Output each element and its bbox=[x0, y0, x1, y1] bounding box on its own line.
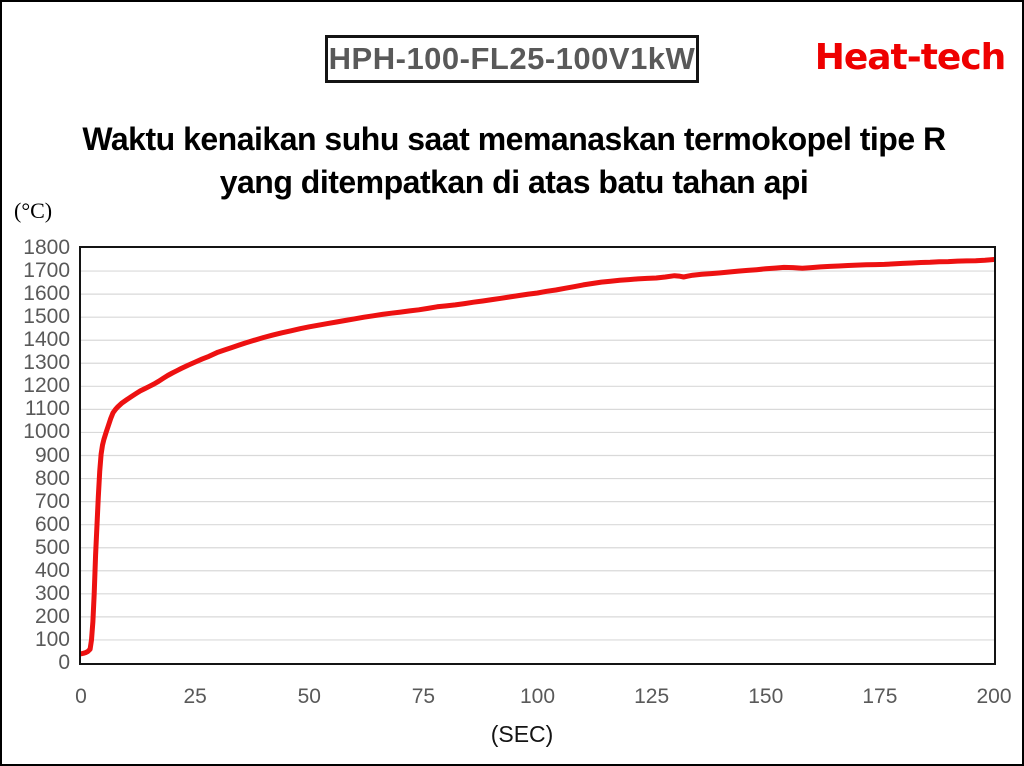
x-tick-label: 75 bbox=[411, 685, 436, 708]
y-tick-label: 1300 bbox=[23, 351, 70, 375]
chart-title-line2: yang ditempatkan di atas batu tahan api bbox=[219, 164, 809, 200]
y-tick-label: 1000 bbox=[23, 420, 70, 444]
y-tick-label: 1800 bbox=[23, 236, 70, 259]
y-tick-label: 1400 bbox=[23, 328, 70, 352]
y-tick-label: 600 bbox=[34, 512, 70, 536]
y-tick-label: 900 bbox=[34, 443, 70, 467]
y-tick-label: 1500 bbox=[23, 305, 70, 329]
brand-logo: Heat-tech bbox=[814, 37, 1007, 78]
x-axis-unit-label: (SEC) bbox=[490, 721, 554, 747]
model-label: HPH-100-FL25-100V1kW bbox=[328, 41, 696, 76]
x-tick-label: 150 bbox=[748, 685, 784, 708]
y-tick-label: 700 bbox=[34, 489, 70, 513]
y-tick-label: 1600 bbox=[23, 282, 70, 306]
x-tick-label: 0 bbox=[75, 685, 87, 708]
x-tick-label: 175 bbox=[862, 685, 898, 708]
gridlines bbox=[81, 270, 994, 641]
y-tick-label: 1200 bbox=[23, 374, 70, 398]
y-axis-tick-labels: 1800 1700 1600 1500 1400 1300 1200 1100 1000 900 8… bbox=[2, 237, 70, 674]
chart-title: Waktu kenaikan suhu saat memanaskan term… bbox=[2, 118, 1022, 204]
x-tick-label: 200 bbox=[976, 685, 1012, 708]
y-tick-label: 300 bbox=[34, 581, 70, 605]
x-tick-label: 25 bbox=[183, 685, 207, 708]
plot-area bbox=[79, 246, 996, 665]
y-tick-label: 1100 bbox=[24, 397, 70, 421]
x-axis-tick-labels: 0 25 50 75 100 125 150 175 200 bbox=[75, 685, 1011, 712]
y-tick-label: 200 bbox=[34, 604, 70, 628]
temperature-curve bbox=[81, 257, 994, 657]
y-tick-label: 100 bbox=[34, 627, 70, 651]
y-tick-label: 0 bbox=[58, 651, 70, 674]
x-tick-label: 50 bbox=[297, 685, 321, 708]
line-chart-svg bbox=[81, 257, 994, 657]
y-tick-label: 1700 bbox=[23, 259, 70, 283]
model-label-box: HPH-100-FL25-100V1kW bbox=[325, 35, 699, 83]
y-axis-unit-label: (°C) bbox=[14, 198, 53, 223]
y-tick-label: 400 bbox=[34, 558, 70, 582]
y-tick-label: 500 bbox=[34, 535, 70, 559]
y-tick-label: 800 bbox=[34, 466, 70, 490]
x-tick-label: 125 bbox=[634, 685, 670, 708]
chart-title-line1: Waktu kenaikan suhu saat memanaskan term… bbox=[82, 121, 946, 157]
x-tick-label: 100 bbox=[519, 685, 556, 708]
